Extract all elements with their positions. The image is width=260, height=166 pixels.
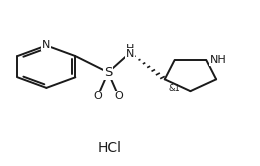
Text: HCl: HCl [98, 141, 121, 155]
Text: NH: NH [209, 55, 226, 65]
Text: N: N [42, 41, 51, 50]
Text: H: H [126, 44, 134, 54]
Text: O: O [94, 91, 102, 101]
Text: O: O [114, 91, 123, 101]
Text: N: N [126, 49, 134, 59]
Text: &1: &1 [169, 84, 180, 93]
Text: S: S [104, 66, 112, 79]
